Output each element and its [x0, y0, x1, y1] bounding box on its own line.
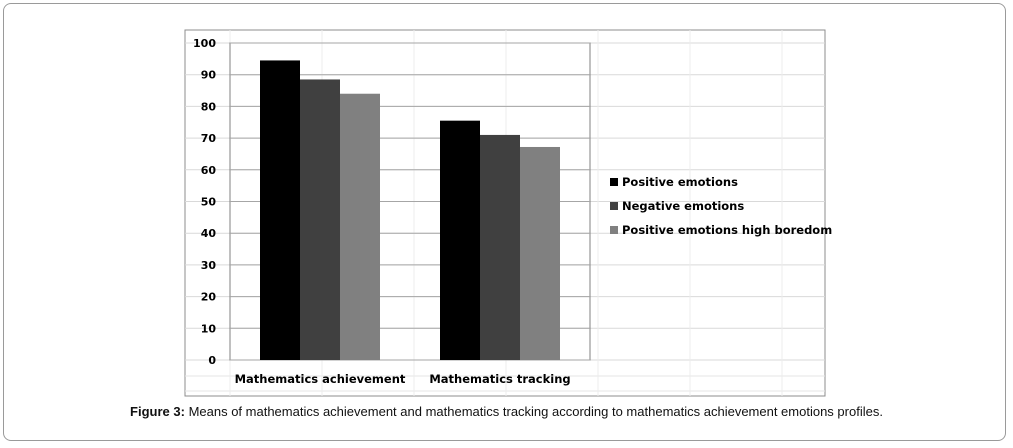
- legend-swatch: [610, 178, 618, 186]
- y-tick-label: 50: [201, 196, 217, 209]
- bar-chart: 0 10 20 30 40 50 60 70 80 90 100 Mathematics achie…: [184, 29, 832, 397]
- legend-entry: Positive emotions: [622, 175, 738, 189]
- y-tick-label: 30: [201, 259, 217, 272]
- figure-caption-text: Means of mathematics achievement and mat…: [188, 404, 883, 419]
- y-tick-label: 100: [193, 37, 216, 50]
- bar: [520, 146, 560, 360]
- y-tick-label: 80: [201, 100, 217, 113]
- legend-entry: Positive emotions high boredom: [622, 223, 832, 237]
- bar: [300, 79, 340, 360]
- legend: Positive emotions Negative emotions Positi…: [610, 175, 832, 237]
- bar: [340, 93, 380, 360]
- figure-caption: Figure 3: Means of mathematics achieveme…: [0, 404, 1013, 419]
- y-tick-label: 10: [201, 322, 217, 335]
- y-tick-label: 20: [201, 291, 217, 304]
- y-tick-label: 40: [201, 227, 217, 240]
- bar: [480, 134, 520, 360]
- y-tick-label: 90: [201, 69, 217, 82]
- y-tick-label: 70: [201, 132, 217, 145]
- bar: [440, 120, 480, 360]
- y-tick-labels: 0 10 20 30 40 50 60 70 80 90 100: [193, 37, 216, 367]
- x-tick-label: Mathematics achievement: [235, 372, 406, 386]
- legend-entry: Negative emotions: [622, 199, 744, 213]
- x-tick-labels: Mathematics achievement Mathematics track…: [235, 372, 571, 386]
- y-tick-label: 0: [208, 354, 216, 367]
- figure-label: Figure 3:: [130, 404, 185, 419]
- x-tick-label: Mathematics tracking: [429, 372, 570, 386]
- legend-swatch: [610, 202, 618, 210]
- bar: [260, 60, 300, 361]
- y-tick-label: 60: [201, 164, 217, 177]
- bars: [260, 60, 560, 361]
- legend-swatch: [610, 226, 618, 234]
